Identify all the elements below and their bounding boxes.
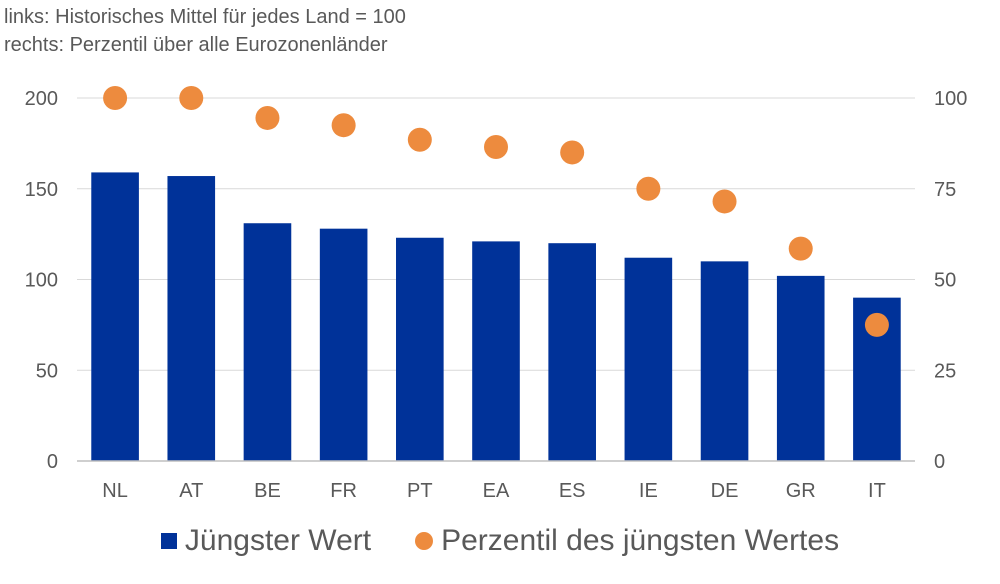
bar	[91, 172, 139, 462]
y-right-tick-label: 0	[934, 451, 945, 473]
x-tick-label: GR	[786, 480, 816, 502]
legend-label-dots: Perzentil des jüngsten Wertes	[441, 524, 840, 557]
note-left-axis: links: Historisches Mittel für jedes Lan…	[4, 6, 406, 28]
x-tick-label: IT	[868, 480, 886, 502]
y-left-tick-label: 0	[47, 451, 58, 473]
legend-item-bars: Jüngster Wert	[160, 524, 372, 558]
bar	[243, 223, 292, 461]
bar-series	[91, 172, 901, 462]
percentile-dot	[255, 105, 280, 130]
legend: Jüngster Wert Perzentil des jüngsten Wer…	[0, 524, 1000, 558]
x-tick-label: AT	[179, 480, 203, 502]
bar	[396, 237, 444, 461]
x-tick-label: NL	[102, 480, 128, 502]
bar	[624, 257, 673, 461]
x-tick-label: PT	[407, 480, 433, 502]
x-tick-label: FR	[330, 480, 357, 502]
percentile-dot	[864, 312, 889, 337]
bar	[548, 243, 596, 461]
dot-series	[103, 86, 889, 337]
percentile-dot	[103, 86, 128, 110]
bar	[472, 241, 520, 461]
y-left-tick-label: 200	[25, 88, 58, 110]
percentile-dot	[331, 113, 356, 138]
percentile-dot	[560, 140, 585, 165]
y-right-tick-label: 50	[934, 270, 956, 292]
y-left-tick-label: 50	[36, 360, 58, 382]
percentile-dot	[712, 189, 737, 214]
y-left-tick-label: 100	[25, 270, 58, 292]
legend-swatch-bar	[160, 533, 177, 549]
percentile-dot	[484, 135, 508, 160]
bar	[776, 275, 825, 461]
bar	[319, 228, 368, 461]
bar	[167, 176, 216, 462]
x-tick-label: ES	[559, 480, 586, 502]
bar	[700, 261, 749, 461]
y-left-tick-label: 150	[25, 179, 58, 201]
y-right-tick-label: 25	[934, 360, 956, 382]
legend-label-bars: Jüngster Wert	[184, 524, 372, 557]
y-right-tick-label: 75	[934, 179, 956, 201]
chart-svg: 0 50 100 150 200 0 25 50 75 100 NL AT BE FR PT EA ES IE DE…	[25, 86, 968, 502]
x-tick-label: IE	[639, 480, 658, 502]
percentile-dot	[179, 86, 204, 110]
legend-item-dots: Perzentil des jüngsten Wertes	[415, 524, 839, 558]
x-tick-label: EA	[483, 480, 510, 502]
percentile-dot	[788, 236, 813, 261]
y-right-tick-label: 100	[934, 88, 967, 110]
legend-swatch-dot	[415, 532, 434, 550]
x-tick-label: DE	[711, 480, 739, 502]
note-right-axis: rechts: Perzentil über alle Eurozonenlän…	[4, 34, 388, 56]
percentile-dot	[636, 176, 661, 201]
x-tick-label: BE	[254, 480, 281, 502]
percentile-dot	[407, 127, 432, 152]
tick-labels: 0 50 100 150 200 0 25 50 75 100 NL AT BE FR PT EA ES IE DE…	[25, 88, 968, 502]
